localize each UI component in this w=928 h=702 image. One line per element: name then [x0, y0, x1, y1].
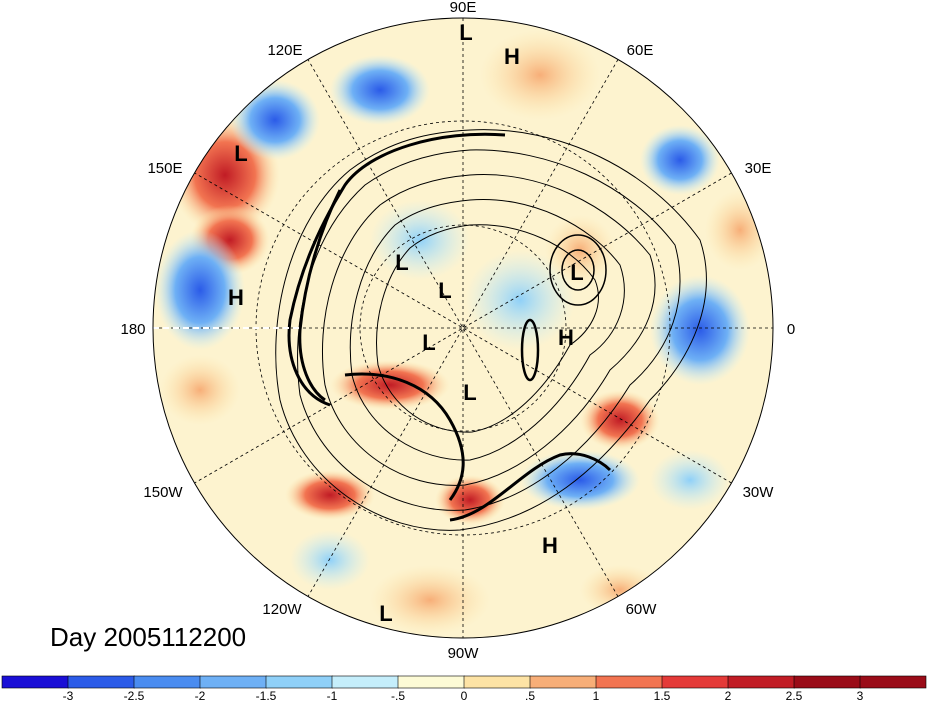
- pressure-center-label: L: [463, 380, 476, 405]
- jet-core: [298, 189, 342, 402]
- lon-label-60w: 60W: [626, 601, 658, 618]
- colorbar-swatch: [463, 675, 531, 689]
- jet-core: [449, 452, 612, 522]
- colorbar-swatch: [133, 675, 201, 689]
- pressure-center-label: H: [228, 285, 244, 310]
- colorbar-swatch: [793, 675, 861, 689]
- height-contours: [275, 129, 707, 531]
- lon-label-60e: 60E: [627, 42, 654, 59]
- lon-label-30w: 30W: [743, 484, 775, 501]
- date-label: Day 2005112200: [50, 622, 246, 652]
- lon-label-30e: 30E: [745, 160, 772, 177]
- contour-ring: [349, 198, 625, 461]
- colorbar-swatch: [397, 675, 465, 689]
- contour-ring: [322, 174, 656, 486]
- lon-label-120e: 120E: [267, 42, 302, 59]
- lon-label-90w: 90W: [448, 645, 480, 662]
- colorbar-tick-label: -1: [327, 689, 338, 702]
- colorbar-swatch: [661, 675, 729, 689]
- colorbar-tick-label: .5: [525, 689, 535, 702]
- colorbar-tick-label: 3: [857, 689, 864, 702]
- colorbar-swatch: [67, 675, 135, 689]
- colorbar-swatch: [331, 675, 399, 689]
- lon-label-0: 0: [787, 321, 795, 338]
- longitude-labels: 90E 60E 30E 0 30W 60W 90W 120W 150W 180 …: [120, 0, 795, 662]
- pressure-center-label: H: [558, 325, 574, 350]
- lon-label-90e: 90E: [450, 0, 477, 16]
- pressure-center-label: L: [459, 20, 472, 45]
- colorbar-tick-label: -.5: [391, 689, 405, 702]
- colorbar: -3 -2.5 -2 -1.5 -1 -.5 0 .5 1 1.5 2 2.5 3: [1, 675, 927, 702]
- colorbar-swatch: [265, 675, 333, 689]
- colorbar-tick-label: 2: [725, 689, 732, 702]
- pressure-center-label: L: [570, 260, 583, 285]
- colorbar-swatch: [859, 675, 927, 689]
- colorbar-tick-label: 0: [461, 689, 468, 702]
- contour-ring: [297, 149, 681, 511]
- pressure-center-label: L: [438, 278, 451, 303]
- colorbar-swatch: [199, 675, 267, 689]
- colorbar-tick-label: -3: [63, 689, 74, 702]
- pressure-center-label: H: [542, 533, 558, 558]
- colorbar-tick-label: 1: [593, 689, 600, 702]
- pressure-centers: L H L L L H L H L L H L: [228, 20, 584, 626]
- closed-low: [549, 234, 607, 306]
- colorbar-swatch: [529, 675, 597, 689]
- closed-low: [520, 318, 540, 382]
- lon-label-150w: 150W: [143, 484, 183, 501]
- jet-core: [287, 132, 506, 407]
- colorbar-swatch: [727, 675, 795, 689]
- map-boundary: [152, 17, 774, 639]
- colorbar-tick-label: -1.5: [256, 689, 277, 702]
- lon-label-180: 180: [120, 321, 145, 338]
- lon-label-120w: 120W: [262, 601, 302, 618]
- contour-ring: [376, 224, 599, 433]
- pressure-center-label: L: [422, 330, 435, 355]
- colorbar-tick-label: -2: [195, 689, 206, 702]
- pressure-center-label: L: [395, 250, 408, 275]
- colorbar-tick-label: -2.5: [124, 689, 145, 702]
- colorbar-tick-label: 1.5: [654, 689, 671, 702]
- colorbar-tick-label: 2.5: [786, 689, 803, 702]
- pressure-center-label: H: [504, 44, 520, 69]
- colorbar-swatch: [1, 675, 69, 689]
- anomaly-field: [153, 18, 773, 638]
- pressure-center-label: L: [379, 601, 392, 626]
- pressure-center-label: L: [234, 141, 247, 166]
- lon-label-150e: 150E: [147, 160, 182, 177]
- contour-ring: [275, 129, 707, 531]
- closed-low: [561, 249, 595, 291]
- colorbar-swatch: [595, 675, 663, 689]
